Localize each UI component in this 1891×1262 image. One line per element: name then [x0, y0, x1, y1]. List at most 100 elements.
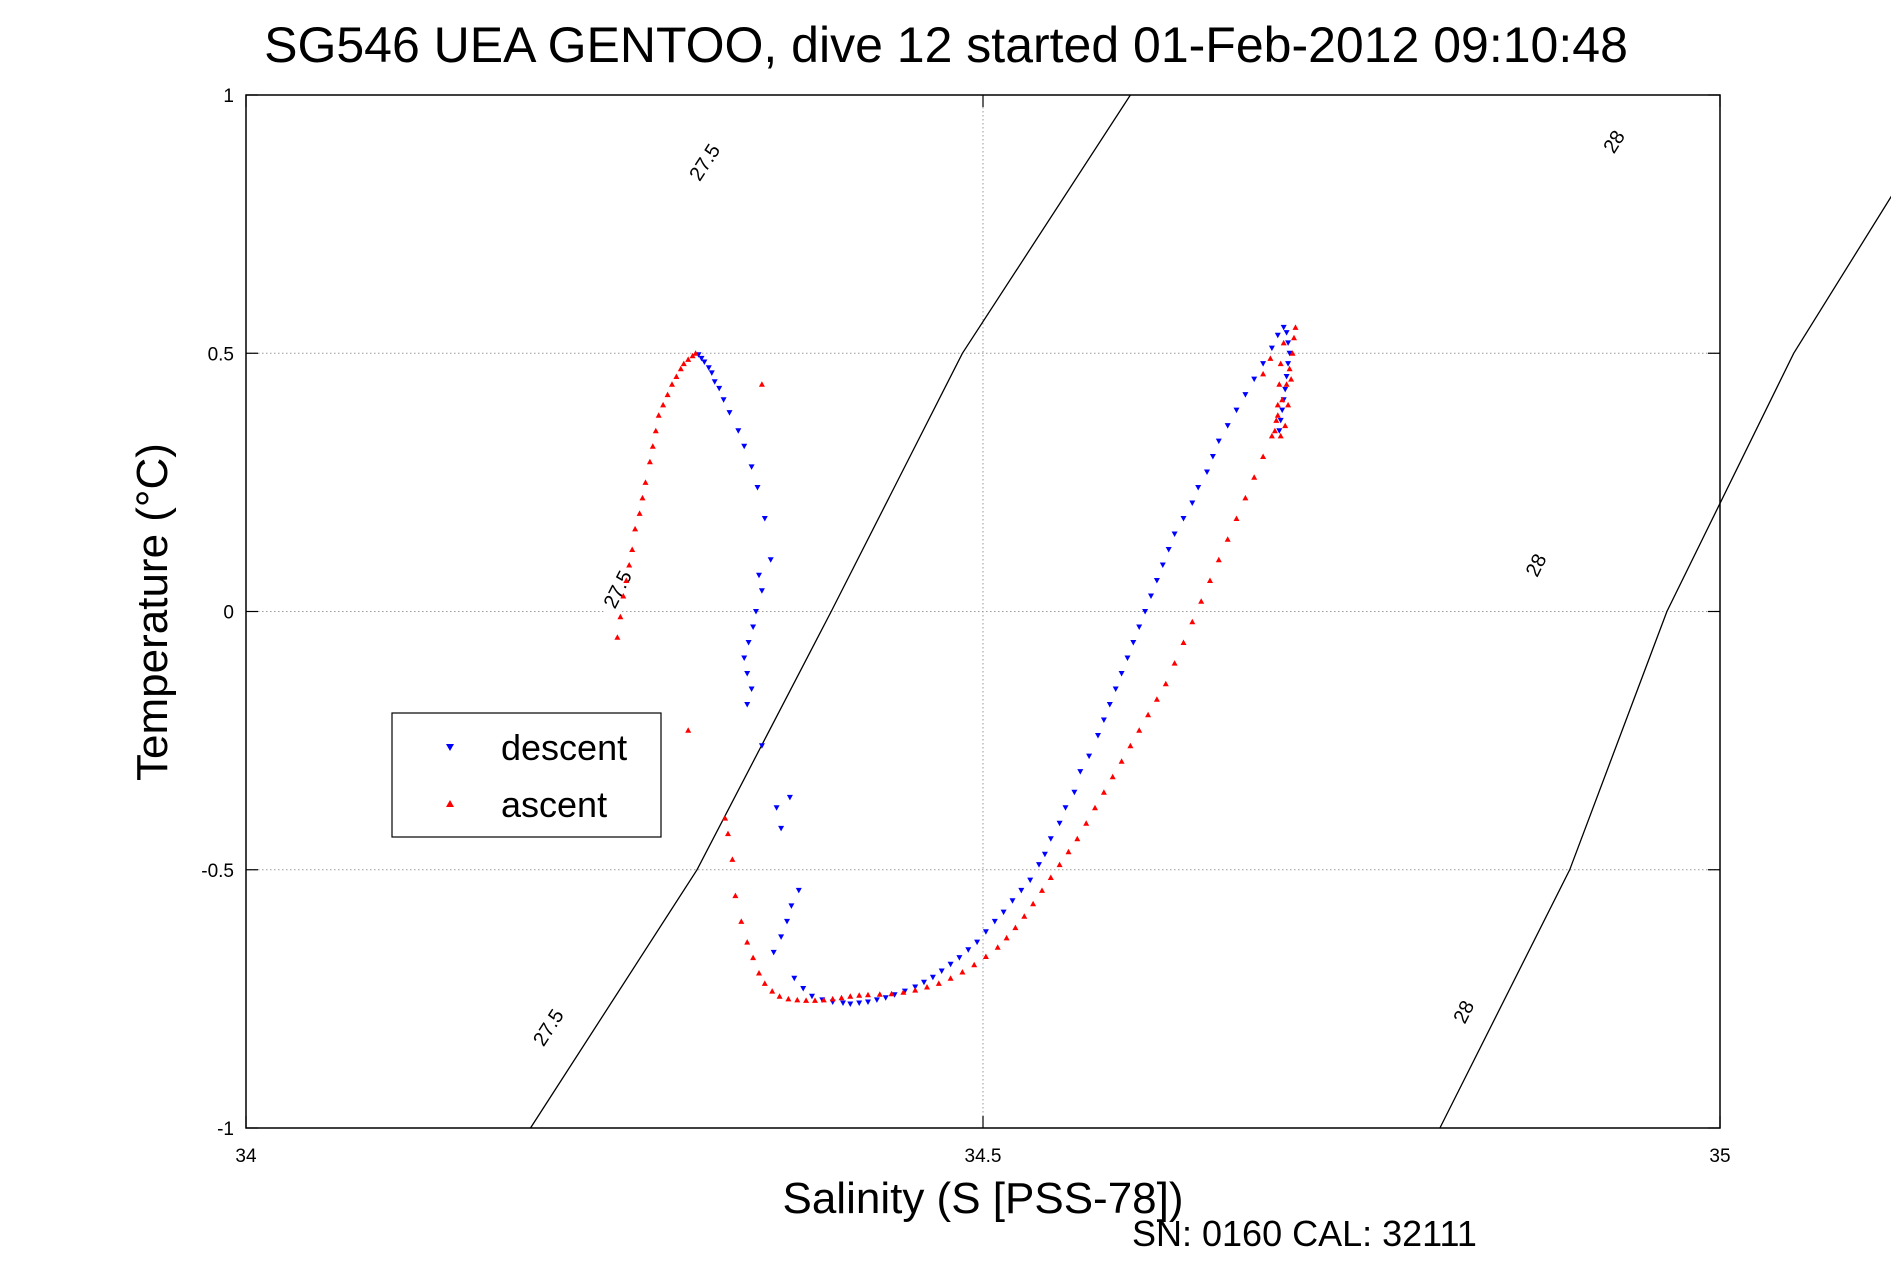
ascent-point [1109, 773, 1116, 780]
descent-point [982, 929, 989, 935]
y-tick-label: 1 [223, 86, 234, 107]
descent-point [795, 887, 802, 894]
descent-point [716, 385, 723, 392]
contour-label-background [523, 998, 573, 1056]
legend-ascent-marker [446, 800, 454, 807]
ascent-point [1277, 432, 1284, 439]
descent-point [809, 993, 815, 1000]
descent-point [1009, 898, 1016, 904]
ascent-point [1021, 913, 1028, 919]
legend: descent ascent [391, 712, 662, 838]
descent-point [1148, 593, 1154, 599]
density-contour-line [529, 94, 1131, 1129]
x-tick-label: 35 [1709, 1146, 1730, 1167]
ascent-point [769, 988, 776, 994]
ascent-point [1277, 360, 1284, 367]
descent-point [1124, 655, 1131, 661]
descent-point [1224, 423, 1231, 429]
descent-point [1276, 428, 1283, 434]
ascent-point [677, 365, 684, 372]
descent-point [882, 995, 889, 1001]
descent-point [1071, 789, 1078, 796]
ascent-point [1224, 536, 1231, 542]
ascent-point [685, 356, 692, 362]
ascent-point [1100, 789, 1107, 795]
ascent-point [1274, 412, 1281, 418]
ascent-point [1288, 376, 1295, 382]
ascent-point [1292, 324, 1299, 330]
ascent-point [652, 427, 659, 434]
descent-point [1268, 345, 1275, 352]
ascent-point [1056, 861, 1063, 868]
descent-point [1130, 640, 1137, 646]
ascent-point [1171, 660, 1178, 666]
ascent-point [646, 458, 653, 465]
descent-point [1142, 609, 1149, 615]
descent-point [1280, 324, 1287, 331]
descent-point [856, 1000, 863, 1006]
ascent-point [1285, 401, 1292, 408]
ascent-point [692, 350, 699, 356]
descent-point [1077, 769, 1084, 775]
descent-point [705, 365, 712, 371]
descent-point [1118, 671, 1125, 677]
descent-point [1159, 562, 1166, 568]
descent-point [1027, 877, 1034, 884]
ascent-point [738, 918, 745, 924]
y-tick-label: -1 [217, 1119, 234, 1140]
ascent-point [623, 577, 630, 583]
descent-point [761, 516, 768, 522]
descent-point [1189, 500, 1196, 506]
contour-label-background [1589, 113, 1638, 170]
series-descent [695, 324, 1293, 1007]
ascent-point [626, 562, 633, 568]
descent-point [1285, 340, 1292, 346]
ascent-point [732, 892, 739, 899]
ascent-point [1083, 820, 1090, 826]
ascent-point [756, 970, 762, 976]
serial-calibration-note: SN: 0160 CAL: 32111 [1132, 1213, 1477, 1254]
descent-point [741, 655, 748, 661]
descent-point [1204, 469, 1210, 475]
contour-label-background [594, 560, 640, 618]
descent-point [786, 794, 793, 801]
descent-point [1018, 887, 1025, 894]
ascent-point [1180, 639, 1187, 645]
descent-point [929, 974, 936, 981]
descent-point [767, 557, 774, 563]
ascent-point [632, 525, 639, 532]
ascent-point [1280, 339, 1287, 346]
ascent-point [1268, 432, 1275, 439]
legend-box [391, 712, 662, 838]
ascent-point [725, 830, 731, 837]
ascent-point [1279, 396, 1286, 403]
descent-point [1171, 531, 1178, 537]
descent-point [1260, 361, 1267, 367]
ascent-point [614, 634, 621, 640]
descent-point [1106, 702, 1113, 708]
descent-point [1286, 350, 1293, 357]
ascent-point [750, 954, 757, 961]
ascent-point [856, 992, 863, 998]
descent-point [735, 428, 742, 434]
descent-point [1153, 578, 1160, 584]
ascent-point [1189, 618, 1196, 625]
descent-point [726, 410, 733, 416]
ascent-point [617, 613, 624, 620]
ascent-point [1233, 515, 1240, 521]
y-axis-label: Temperature (°C) [128, 443, 177, 781]
ascent-point [959, 969, 966, 975]
ascent-point [1286, 365, 1293, 372]
descent-point [770, 949, 777, 956]
ascent-point [1162, 680, 1169, 687]
density-contour-line [1439, 195, 1891, 1129]
ascent-point [785, 995, 792, 1002]
ascent-point [1136, 727, 1143, 733]
ascent-point [1242, 494, 1249, 501]
ascent-point [1276, 381, 1283, 387]
descent-point [1283, 374, 1290, 380]
descent-point [1047, 836, 1054, 842]
ascent-point [649, 443, 656, 449]
series-ascent [614, 324, 1299, 1003]
ascent-point [729, 856, 736, 862]
